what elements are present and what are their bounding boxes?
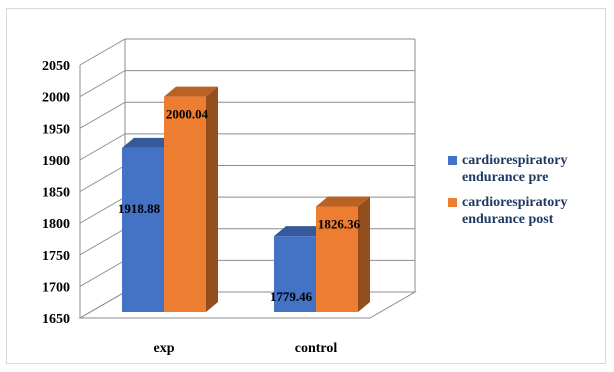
legend-label-post: cardiorespiratory endurance post xyxy=(462,195,568,227)
gridline-side xyxy=(79,133,126,161)
legend-swatch-post xyxy=(448,198,457,207)
y-tick-label: 1750 xyxy=(42,249,70,264)
gridline-side xyxy=(79,70,126,98)
gridline-side xyxy=(79,101,126,129)
y-tick-label: 1850 xyxy=(42,186,70,201)
y-tick-label: 1900 xyxy=(42,154,70,169)
bar-top xyxy=(316,196,370,207)
bar xyxy=(164,96,206,312)
gridline-side xyxy=(79,38,126,66)
chart-legend: cardiorespiratory endurance pre cardiore… xyxy=(448,152,608,236)
legend-swatch-pre xyxy=(448,156,457,165)
bar xyxy=(274,236,316,312)
bar-side xyxy=(358,196,370,312)
data-label: 1826.36 xyxy=(318,216,361,231)
x-tick-label: exp xyxy=(154,341,175,356)
bar xyxy=(122,147,164,312)
data-label: 1918.88 xyxy=(118,201,161,216)
bar-side xyxy=(206,86,218,312)
legend-item-pre: cardiorespiratory endurance pre xyxy=(448,152,608,186)
legend-label-pre: cardiorespiratory endurance pre xyxy=(462,153,568,185)
x-tick-label: control xyxy=(295,341,338,356)
y-tick-label: 2050 xyxy=(42,59,70,74)
bar-top xyxy=(164,86,218,97)
gridline-side xyxy=(79,196,126,224)
gridline-side xyxy=(79,165,126,192)
y-tick-label: 2000 xyxy=(42,91,70,106)
gridline-side xyxy=(79,228,126,256)
y-tick-label: 1800 xyxy=(42,217,70,232)
data-label: 1779.46 xyxy=(270,289,313,304)
y-tick-label: 1700 xyxy=(42,280,70,295)
gridline-side xyxy=(79,259,126,287)
data-label: 2000.04 xyxy=(166,107,209,122)
y-tick-label: 1950 xyxy=(42,122,70,137)
bar-top xyxy=(122,137,176,148)
floor xyxy=(78,291,417,319)
bar-top xyxy=(274,226,328,237)
bar xyxy=(316,206,358,312)
legend-item-post: cardiorespiratory endurance post xyxy=(448,194,608,228)
y-tick-label: 1650 xyxy=(42,312,70,327)
